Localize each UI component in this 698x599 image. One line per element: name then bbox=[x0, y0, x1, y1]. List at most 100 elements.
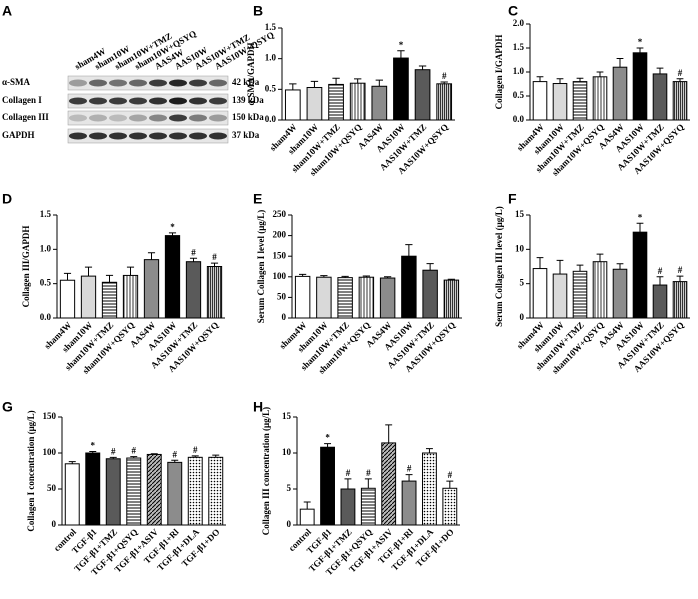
bar bbox=[208, 456, 224, 526]
error-bar bbox=[210, 262, 219, 267]
error-bar bbox=[168, 232, 177, 236]
bar bbox=[360, 487, 376, 526]
significance-marker: * bbox=[638, 212, 643, 222]
blot-band bbox=[169, 97, 187, 105]
error-bar bbox=[656, 276, 664, 286]
y-tick-label: 0.5 bbox=[513, 90, 525, 100]
error-bar bbox=[189, 257, 198, 262]
y-tick-label: 250 bbox=[273, 209, 287, 219]
bar bbox=[572, 81, 588, 121]
blot-band bbox=[129, 132, 147, 140]
significance-marker: # bbox=[407, 464, 412, 474]
error-bar bbox=[289, 83, 297, 90]
error-bar bbox=[596, 71, 604, 77]
bar bbox=[632, 52, 648, 121]
y-tick-label: 1.5 bbox=[40, 209, 52, 219]
error-bar bbox=[556, 78, 564, 84]
panel-letter: F bbox=[508, 191, 517, 207]
y-tick-label: 0.0 bbox=[265, 114, 277, 124]
y-tick-label: 1.5 bbox=[513, 42, 525, 52]
bar bbox=[328, 83, 344, 121]
row-label: Collagen I bbox=[2, 95, 42, 105]
significance-marker: # bbox=[212, 252, 217, 262]
significance-marker: # bbox=[658, 266, 663, 276]
row-label: Collagen III bbox=[2, 112, 49, 122]
row-label: GAPDH bbox=[2, 130, 35, 140]
bar bbox=[294, 275, 311, 319]
error-bar bbox=[68, 461, 76, 464]
bar bbox=[442, 487, 458, 526]
bar bbox=[572, 270, 588, 319]
blot-band bbox=[169, 114, 187, 122]
error-bar bbox=[676, 78, 684, 82]
blot-band bbox=[149, 79, 167, 87]
blot-band bbox=[69, 132, 87, 140]
error-bar bbox=[536, 257, 544, 269]
panel-letter: C bbox=[508, 3, 518, 19]
y-tick-label: 10 bbox=[515, 243, 525, 253]
error-bar bbox=[362, 275, 370, 278]
blot-band bbox=[109, 97, 127, 105]
y-axis-label: Collagen III concentration (μg/L) bbox=[261, 407, 271, 535]
y-tick-label: 1.0 bbox=[265, 53, 277, 63]
error-bar bbox=[446, 480, 454, 489]
bar bbox=[185, 261, 202, 319]
error-bar bbox=[616, 58, 624, 68]
blot-strip bbox=[67, 128, 229, 144]
blot-band bbox=[69, 79, 87, 87]
y-tick-label: 5 bbox=[520, 278, 525, 288]
error-bar bbox=[191, 455, 199, 458]
blot-band bbox=[189, 132, 207, 140]
blot-band bbox=[169, 132, 187, 140]
error-bar bbox=[636, 47, 644, 53]
error-bar bbox=[656, 67, 664, 74]
error-bar bbox=[320, 275, 328, 278]
significance-marker: * bbox=[638, 37, 643, 47]
error-bar bbox=[344, 478, 352, 489]
blot-strip bbox=[67, 110, 229, 126]
bar bbox=[187, 456, 203, 526]
bar bbox=[672, 281, 688, 319]
error-bar bbox=[576, 264, 584, 272]
significance-marker: * bbox=[91, 441, 96, 451]
error-bar bbox=[89, 451, 97, 453]
blot-band bbox=[89, 132, 107, 140]
y-axis-label: Collagen III/GAPDH bbox=[21, 226, 31, 308]
bar bbox=[592, 76, 608, 121]
error-bar bbox=[332, 77, 340, 85]
blot-band bbox=[149, 114, 167, 122]
bar bbox=[652, 284, 668, 319]
y-tick-label: 0.0 bbox=[513, 114, 525, 124]
blot-strip bbox=[67, 93, 229, 109]
error-bar bbox=[63, 272, 72, 281]
blot-band bbox=[189, 114, 207, 122]
error-bar bbox=[636, 222, 644, 233]
error-bar bbox=[596, 253, 604, 262]
bar bbox=[122, 274, 139, 319]
blot-band bbox=[209, 97, 227, 105]
bar bbox=[358, 276, 375, 319]
bar bbox=[443, 279, 460, 319]
y-tick-label: 0.0 bbox=[40, 312, 52, 322]
y-tick-label: 1.0 bbox=[40, 243, 52, 253]
y-tick-label: 1.0 bbox=[513, 66, 525, 76]
blot-band bbox=[89, 79, 107, 87]
bar bbox=[143, 259, 160, 319]
y-tick-label: 0.5 bbox=[265, 83, 277, 93]
blot-band bbox=[109, 114, 127, 122]
y-axis-label: Collagen I/GAPDH bbox=[494, 35, 504, 110]
size-label: 37 kDa bbox=[232, 130, 260, 140]
blot-band bbox=[149, 132, 167, 140]
bar bbox=[422, 269, 438, 319]
error-bar bbox=[556, 259, 564, 275]
blot-band bbox=[149, 97, 167, 105]
blot-band bbox=[109, 79, 127, 87]
bar bbox=[652, 73, 668, 121]
bar bbox=[164, 235, 181, 319]
bar bbox=[126, 457, 142, 526]
error-bar bbox=[105, 274, 114, 283]
y-tick-label: 0 bbox=[287, 519, 292, 529]
bar bbox=[80, 275, 97, 319]
blot-band bbox=[109, 132, 127, 140]
significance-marker: # bbox=[346, 468, 351, 478]
